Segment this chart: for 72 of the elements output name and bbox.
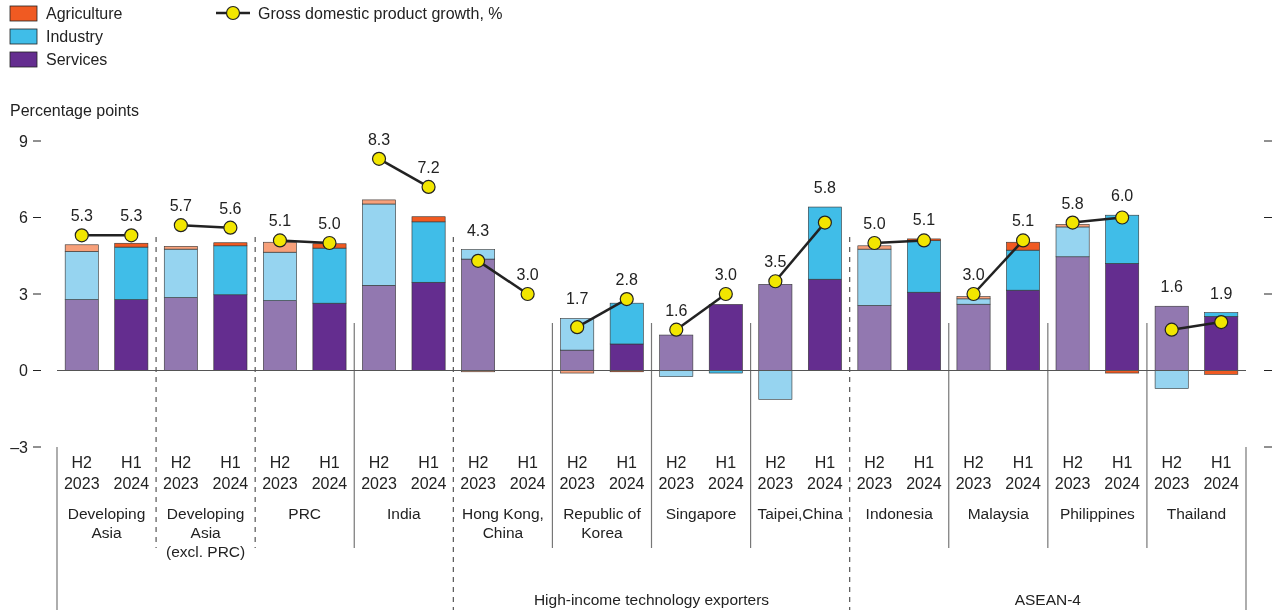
x-tick-label: H1 2024 xyxy=(410,454,447,492)
data-label: 1.9 xyxy=(1210,284,1233,302)
x-tick-label: H1 2024 xyxy=(708,454,744,492)
y-tick-label: –3 xyxy=(10,438,29,456)
x-tick-label: H1 2024 xyxy=(1203,454,1240,492)
text: Indonesia xyxy=(865,505,934,522)
legend-label: Services xyxy=(46,51,108,68)
x-tick-label: H1 2024 xyxy=(509,454,546,492)
data-label: 5.1 xyxy=(268,212,292,230)
text: Hong Kong, China xyxy=(461,505,544,541)
x-tick-label: H1 2024 xyxy=(212,454,249,492)
x-tick-label: H2 2023 xyxy=(63,454,100,492)
y-axis-title: Percentage points xyxy=(10,102,139,119)
data-label: 5.1 xyxy=(912,210,936,228)
x-tick-label: H1 2024 xyxy=(1005,454,1041,492)
x-tick-label: H2 2023 xyxy=(658,454,695,492)
text: Republic of Korea xyxy=(563,505,642,541)
x-tick-label: H2 2023 xyxy=(1153,454,1190,492)
data-label: 5.8 xyxy=(813,179,837,197)
data-label: 2.8 xyxy=(615,271,638,289)
text: Malaysia xyxy=(967,505,1030,522)
data-label: 3.0 xyxy=(962,266,985,283)
x-tick-label: H2 2023 xyxy=(262,454,298,492)
y-tick-label: 9 xyxy=(19,132,29,150)
x-tick-label: H1 2024 xyxy=(1104,454,1141,492)
data-label: 5.3 xyxy=(120,207,143,225)
data-label: 4.3 xyxy=(466,221,490,239)
x-tick-label: H2 2023 xyxy=(955,454,992,492)
legend-label: Gross domestic product growth, % xyxy=(258,5,503,22)
data-label: 1.6 xyxy=(1160,278,1183,296)
data-label: 1.7 xyxy=(566,290,589,308)
legend-label: Agriculture xyxy=(46,5,123,22)
text: Developing Asia (excl. PRC) xyxy=(166,505,246,560)
data-label: 5.1 xyxy=(1011,212,1035,230)
text: Philippines xyxy=(1059,505,1136,522)
x-tick-label: H1 2024 xyxy=(807,454,843,492)
x-tick-label: H2 2023 xyxy=(856,454,893,492)
text: Singapore xyxy=(665,505,737,522)
text: PRC xyxy=(288,505,322,522)
x-tick-label: H1 2024 xyxy=(311,454,348,492)
data-label: 5.0 xyxy=(863,215,886,232)
x-tick-label: H2 2023 xyxy=(757,454,794,492)
data-label: 5.8 xyxy=(1061,194,1084,212)
text: ASEAN-4 xyxy=(1014,591,1082,608)
y-tick-label: 3 xyxy=(19,285,29,303)
y-tick-label: 6 xyxy=(19,209,29,226)
data-label: 3.0 xyxy=(516,266,539,283)
x-tick-label: H1 2024 xyxy=(608,454,645,492)
data-label: 6.0 xyxy=(1111,187,1134,205)
data-label: 5.3 xyxy=(70,207,93,225)
text: Taipei,China xyxy=(757,505,844,522)
x-tick-label: H1 2024 xyxy=(113,454,150,492)
data-label: 1.6 xyxy=(665,301,688,319)
x-tick-label: H2 2023 xyxy=(559,454,596,492)
data-label: 5.0 xyxy=(318,215,341,232)
y-tick-label: 0 xyxy=(19,362,29,379)
text: High-income technology exporters xyxy=(533,591,770,608)
x-tick-label: H2 2023 xyxy=(361,454,397,492)
text: India xyxy=(386,505,421,522)
data-label: 5.7 xyxy=(169,197,193,215)
x-tick-label: H2 2023 xyxy=(460,454,496,492)
data-label: 5.6 xyxy=(219,199,242,217)
text: Thailand xyxy=(1166,505,1227,522)
x-tick-label: H2 2023 xyxy=(163,454,199,492)
x-tick-label: H1 2024 xyxy=(906,454,942,492)
data-label: 8.3 xyxy=(367,130,391,148)
legend-label: Industry xyxy=(46,28,103,45)
x-tick-label: H2 2023 xyxy=(1054,454,1091,492)
data-label: 3.5 xyxy=(764,253,787,271)
data-label: 7.2 xyxy=(417,158,440,176)
text: Developing Asia xyxy=(67,505,146,541)
data-label: 3.0 xyxy=(714,266,738,283)
